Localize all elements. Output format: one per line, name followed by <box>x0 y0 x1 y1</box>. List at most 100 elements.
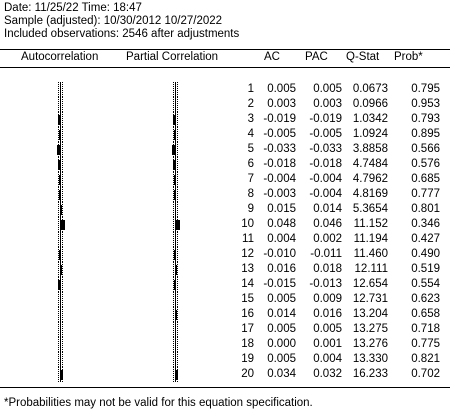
col-header-partial-correlation: Partial Correlation <box>126 51 219 63</box>
pac-bar <box>175 310 177 320</box>
ac-band-line <box>58 187 59 202</box>
pac-cell: 0.046 <box>313 218 342 230</box>
pac-band-line <box>177 142 178 157</box>
ac-bar <box>57 145 60 155</box>
ac-band-line <box>62 262 63 277</box>
ac-bar <box>60 310 61 320</box>
pac-axis <box>175 112 176 127</box>
ac-bar <box>58 115 60 125</box>
ac-bar <box>60 100 61 110</box>
col-header-prob: Prob* <box>394 51 423 63</box>
pac-cell: 0.005 <box>313 83 342 95</box>
q-stat-cell: 1.0924 <box>352 128 388 140</box>
prob-cell: 0.795 <box>411 83 440 95</box>
table-row: 15 0.005 0.009 12.731 0.623 <box>0 292 450 307</box>
q-stat-cell: 12.111 <box>354 263 388 275</box>
pac-band-line <box>177 202 178 217</box>
ac-cell: 0.048 <box>267 218 296 230</box>
table-row: 7 -0.004 -0.004 4.7962 0.685 <box>0 172 450 187</box>
pac-band-line <box>177 82 178 97</box>
lag-cell: 14 <box>241 278 254 290</box>
pac-band-line <box>173 277 174 292</box>
lag-cell: 8 <box>247 188 254 200</box>
prob-cell: 0.793 <box>411 113 440 125</box>
q-stat-cell: 13.276 <box>352 338 388 350</box>
ac-cell: -0.003 <box>263 188 296 200</box>
observations-line: Included observations: 2546 after adjust… <box>4 28 240 40</box>
table-row: 9 0.015 0.014 5.3654 0.801 <box>0 202 450 217</box>
pac-cell: -0.004 <box>309 188 342 200</box>
q-stat-cell: 11.194 <box>353 233 388 245</box>
ac-cell: -0.033 <box>263 143 296 155</box>
ac-cell: 0.034 <box>267 368 296 380</box>
pac-bar <box>175 100 176 110</box>
ac-bar <box>60 220 65 230</box>
pac-cell: 0.005 <box>313 323 342 335</box>
ac-bar <box>59 190 60 200</box>
ac-cell: 0.016 <box>267 263 296 275</box>
q-stat-cell: 11.152 <box>353 218 388 230</box>
pac-bar <box>174 250 175 260</box>
prob-cell: 0.895 <box>411 128 440 140</box>
pac-bar <box>175 265 177 275</box>
pac-cell: 0.018 <box>313 263 342 275</box>
table-row: 1 0.005 0.005 0.0673 0.795 <box>0 82 450 97</box>
q-stat-cell: 13.204 <box>352 308 388 320</box>
table-row: 4 -0.005 -0.005 1.0924 0.895 <box>0 127 450 142</box>
table-row: 6 -0.018 -0.018 4.7484 0.576 <box>0 157 450 172</box>
q-stat-cell: 4.8169 <box>352 188 388 200</box>
ac-cell: -0.010 <box>263 248 296 260</box>
ac-cell: -0.005 <box>263 128 296 140</box>
lag-cell: 5 <box>247 143 254 155</box>
prob-cell: 0.566 <box>411 143 440 155</box>
table-row: 19 0.005 0.004 13.330 0.821 <box>0 352 450 367</box>
ac-bar <box>60 325 61 335</box>
prob-cell: 0.777 <box>411 188 440 200</box>
table-row: 17 0.005 0.005 13.275 0.718 <box>0 322 450 337</box>
ac-band-line <box>58 97 59 112</box>
ac-axis <box>60 172 61 187</box>
ac-band-line <box>58 232 59 247</box>
prob-cell: 0.658 <box>411 308 440 320</box>
ac-cell: 0.000 <box>267 338 296 350</box>
pac-cell: 0.014 <box>313 203 342 215</box>
lag-cell: 9 <box>247 203 254 215</box>
ac-band-line <box>62 352 63 367</box>
footnote: *Probabilities may not be valid for this… <box>4 397 313 409</box>
q-stat-cell: 3.8858 <box>352 143 388 155</box>
ac-band-line <box>62 247 63 262</box>
pac-cell: 0.001 <box>313 338 342 350</box>
lag-cell: 11 <box>242 233 254 245</box>
prob-cell: 0.346 <box>411 218 440 230</box>
ac-bar <box>60 205 62 215</box>
pac-bar <box>172 145 175 155</box>
pac-bar <box>175 85 176 95</box>
ac-band-line <box>58 367 59 382</box>
ac-band-line <box>62 202 63 217</box>
ac-band-line <box>62 172 63 187</box>
prob-cell: 0.702 <box>411 368 440 380</box>
ac-axis <box>60 157 61 172</box>
pac-bar <box>175 355 176 365</box>
prob-cell: 0.821 <box>411 353 440 365</box>
prob-cell: 0.775 <box>411 338 440 350</box>
ac-cell: -0.019 <box>263 113 296 125</box>
pac-band-line <box>177 157 178 172</box>
ac-band-line <box>62 97 63 112</box>
lag-cell: 16 <box>241 308 254 320</box>
q-stat-cell: 16.233 <box>352 368 388 380</box>
pac-cell: 0.009 <box>313 293 342 305</box>
pac-axis <box>175 277 176 292</box>
table-row: 20 0.034 0.032 16.233 0.702 <box>0 367 450 382</box>
ac-bar <box>58 160 60 170</box>
ac-cell: -0.004 <box>263 173 296 185</box>
pac-bar <box>174 175 175 185</box>
ac-bar <box>60 85 61 95</box>
ac-band-line <box>58 82 59 97</box>
pac-cell: 0.032 <box>313 368 342 380</box>
pac-cell: 0.016 <box>313 308 342 320</box>
pac-bar <box>175 205 176 215</box>
prob-cell: 0.801 <box>411 203 440 215</box>
table-row: 5 -0.033 -0.033 3.8858 0.566 <box>0 142 450 157</box>
ac-cell: 0.005 <box>267 353 296 365</box>
